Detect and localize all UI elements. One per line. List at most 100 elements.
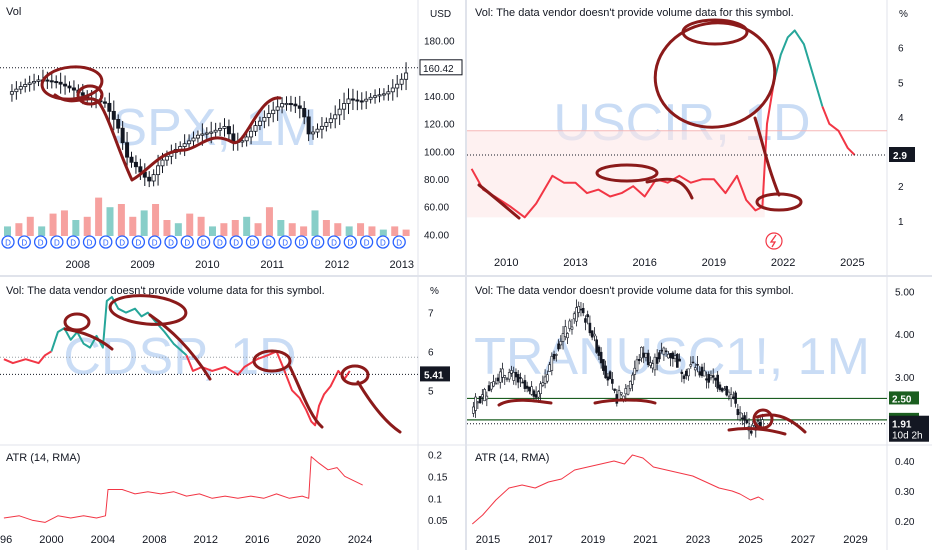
x-tick-label: 2000 — [39, 534, 63, 546]
candle-body — [653, 356, 657, 371]
y-tick-label: 180.00 — [424, 37, 455, 48]
candle-body — [328, 118, 333, 123]
dividend-marker[interactable] — [82, 235, 97, 249]
candle-body — [275, 106, 280, 111]
candle-body — [718, 384, 722, 390]
candle-body — [297, 105, 302, 109]
rate-series-line — [821, 106, 856, 156]
candle-body — [723, 388, 726, 391]
candle-body — [23, 84, 28, 88]
candle-body — [355, 99, 360, 102]
bar-countdown-label: 10d 2h — [892, 431, 923, 442]
candle-body — [80, 92, 85, 96]
candle-body — [698, 371, 702, 376]
annotation-stroke — [356, 380, 402, 434]
annotation-circle — [40, 65, 104, 101]
candle-body — [619, 392, 623, 395]
candle-body — [487, 385, 491, 392]
horizontal-divider[interactable] — [0, 275, 932, 277]
dividend-marker[interactable] — [327, 235, 341, 249]
candle-body — [606, 376, 610, 381]
candle-body — [667, 353, 670, 359]
volume-bar — [60, 210, 68, 236]
currency-label: USD — [430, 9, 451, 20]
dividend-marker[interactable] — [66, 235, 80, 249]
dividend-marker[interactable] — [359, 235, 374, 249]
candle-body — [45, 79, 50, 82]
candle-body — [512, 372, 516, 381]
volume-bar — [322, 220, 330, 236]
chart-pane-tranusc1[interactable]: TRANUSC1!, 1M Vol: The data vendor doesn'… — [467, 277, 932, 550]
dividend-marker[interactable] — [99, 235, 113, 249]
annotation-stroke — [753, 116, 781, 197]
candle-body — [160, 159, 165, 167]
spx-chart-svg[interactable]: SPX, 1MVolUSD180.00160.00140.00120.00100… — [0, 0, 465, 275]
annotation-stroke — [727, 427, 787, 436]
candle-body — [541, 382, 545, 386]
candle-body — [492, 381, 495, 387]
range-fill — [467, 130, 765, 218]
candle-body — [709, 375, 713, 379]
chart-pane-spx[interactable]: SPX, 1MVolUSD180.00160.00140.00120.00100… — [0, 0, 465, 275]
dividend-marker[interactable] — [376, 235, 390, 249]
dividend-marker[interactable] — [180, 235, 194, 249]
y-tick-label: 6 — [428, 347, 434, 358]
dividend-marker[interactable] — [131, 235, 146, 249]
candle-body — [485, 395, 489, 400]
candle-body — [642, 352, 646, 358]
dividend-marker[interactable] — [115, 235, 129, 249]
annotation-circle — [653, 21, 777, 129]
candle-body — [195, 134, 200, 139]
chart-pane-cdsp[interactable]: CDSP, 1D Vol: The data vendor doesn't pro… — [0, 277, 465, 550]
candle-body — [14, 88, 19, 93]
chart-pane-uscir[interactable]: USCIR, 1D Vol: The data vendor doesn't pr… — [467, 0, 932, 275]
candle-body — [599, 351, 603, 364]
dividend-marker[interactable] — [294, 235, 309, 249]
x-tick-label: 2009 — [130, 259, 154, 271]
dividend-marker[interactable] — [1, 235, 15, 249]
candle-body — [315, 128, 320, 133]
dividend-marker[interactable] — [164, 235, 178, 249]
dividend-marker[interactable] — [278, 235, 292, 249]
candle-body — [572, 313, 576, 320]
candle-body — [543, 376, 547, 384]
annotation-circle — [76, 84, 104, 106]
event-lightning-icon[interactable] — [765, 232, 783, 250]
dividend-marker[interactable] — [245, 235, 260, 249]
candle-body — [534, 394, 538, 398]
dividend-marker[interactable] — [311, 235, 325, 249]
candle-body — [244, 136, 249, 142]
candle-body — [528, 386, 531, 392]
x-tick-label: 2024 — [348, 534, 372, 546]
candle-body — [611, 379, 614, 384]
candle-body — [700, 366, 704, 376]
x-tick-label: 2011 — [260, 259, 284, 271]
candle-body — [191, 137, 196, 142]
dividend-marker[interactable] — [343, 235, 357, 249]
y-tick-label: 40.00 — [424, 230, 449, 241]
dividend-marker-label: D — [119, 239, 125, 248]
candle-body — [557, 343, 560, 350]
dividend-marker[interactable] — [17, 235, 31, 249]
indicator-y-tick: 0.30 — [895, 487, 915, 498]
dividend-marker[interactable] — [50, 235, 64, 249]
x-tick-label: 2021 — [633, 534, 657, 546]
dividend-marker[interactable] — [229, 235, 243, 249]
legend-vol: Vol: The data vendor doesn't provide vol… — [475, 285, 794, 297]
rate-series-line — [3, 350, 52, 365]
dividend-marker[interactable] — [33, 235, 48, 249]
candle-body — [474, 396, 477, 411]
dividend-marker[interactable] — [262, 235, 276, 249]
dividend-marker[interactable] — [392, 235, 406, 249]
candle-body — [399, 78, 404, 85]
dividend-marker-label: D — [217, 239, 223, 248]
candle-body — [390, 87, 395, 93]
annotation-circle — [108, 294, 188, 326]
dividend-marker[interactable] — [196, 235, 211, 249]
dividend-marker[interactable] — [148, 235, 162, 249]
dividend-marker[interactable] — [213, 235, 227, 249]
candle-body — [555, 354, 558, 356]
